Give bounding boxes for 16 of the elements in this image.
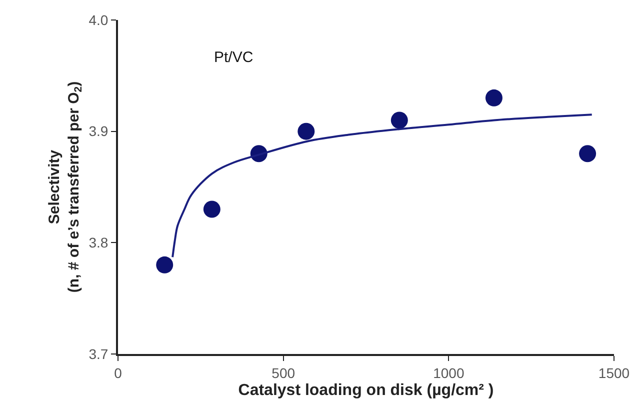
point <box>156 256 174 274</box>
point <box>298 122 315 140</box>
point <box>485 89 502 106</box>
x-axis-title: Catalyst loading on disk (µg/cm² ) <box>238 382 494 399</box>
point <box>203 200 220 218</box>
point <box>390 112 408 129</box>
x-tick-label: 500 <box>272 364 296 381</box>
y-tick-label: 3.8 <box>88 234 108 251</box>
y-tick-label: 3.9 <box>88 123 108 140</box>
y-tick-label: 3.7 <box>88 346 108 362</box>
y-tick-label: 4.0 <box>88 12 108 28</box>
x-tick-label: 0 <box>114 364 122 381</box>
x-tick-label: 1500 <box>598 364 630 381</box>
annotation: Pt/VC <box>214 49 254 66</box>
point <box>579 145 596 162</box>
x-tick-label: 1000 <box>433 364 464 381</box>
